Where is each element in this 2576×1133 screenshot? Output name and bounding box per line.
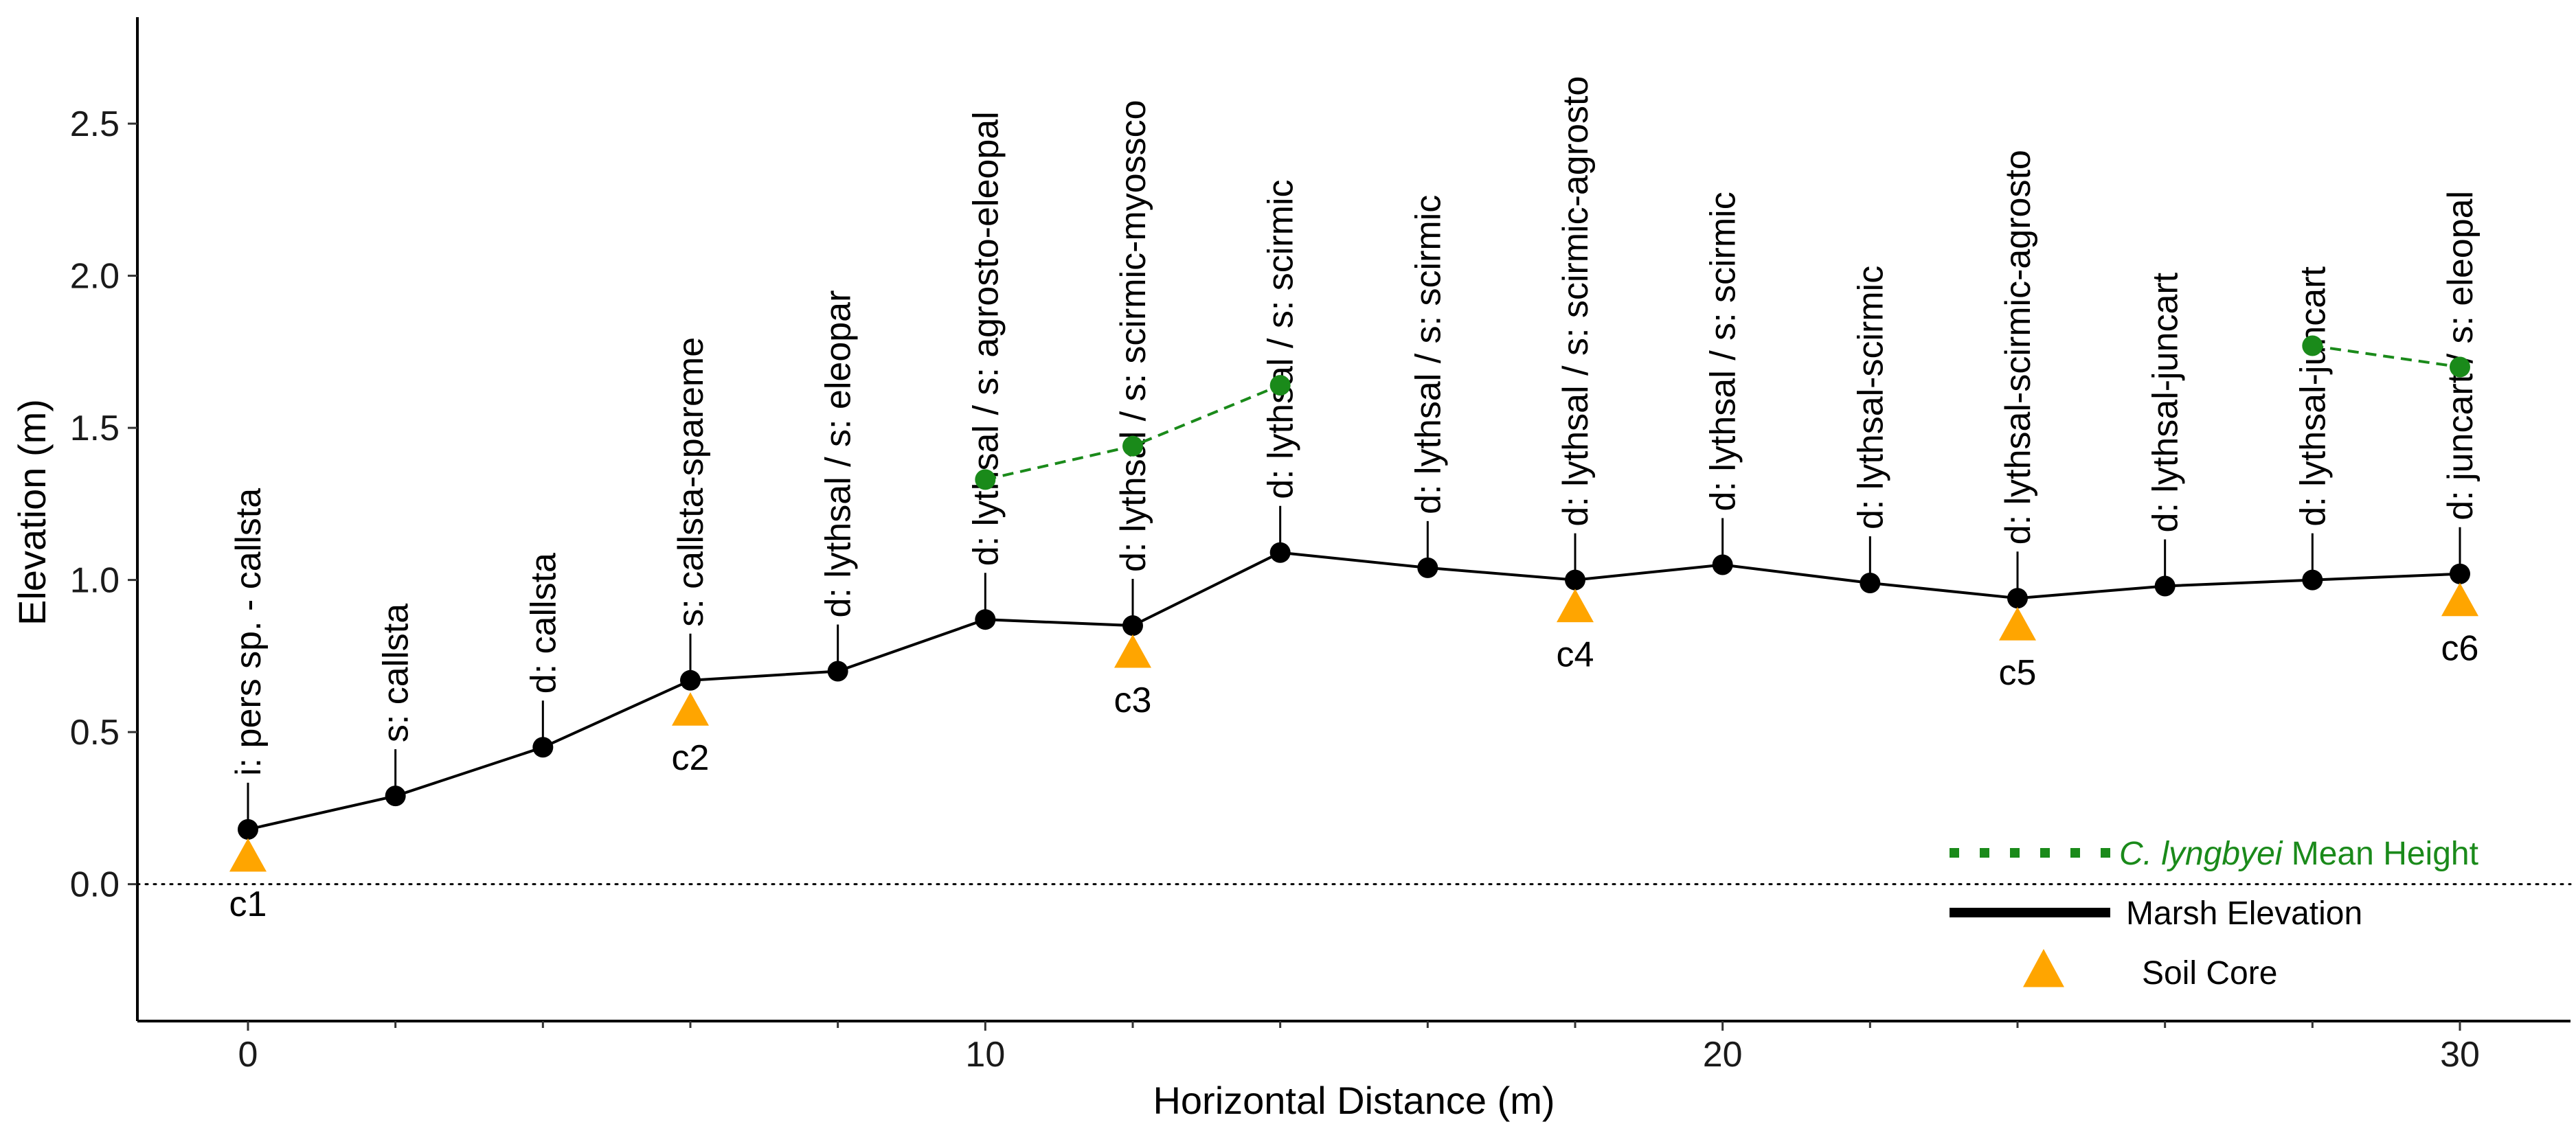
legend-label-soil-core: Soil Core	[2142, 955, 2277, 992]
vegetation-label: d: lythsal / s: scirmic-myossco	[1114, 100, 1153, 572]
soil-core-marker	[1114, 634, 1151, 668]
soil-core-marker	[1999, 607, 2036, 641]
marsh-elevation-point	[385, 786, 406, 806]
soil-core-marker	[672, 692, 709, 726]
marsh-elevation-point	[1713, 554, 1733, 575]
vegetation-label: d: lythsal / s: scirmic	[1261, 180, 1301, 499]
lyngbyei-height-point	[2302, 335, 2323, 356]
marsh-elevation-point	[532, 737, 553, 757]
lyngbyei-height-line	[2312, 345, 2460, 367]
vegetation-label: d: lythsal / s: scirmic	[1704, 192, 1743, 511]
soil-core-label: c6	[2441, 629, 2479, 669]
y-tick-label: 0.5	[70, 713, 120, 753]
vegetation-label: i: pers sp. - callsta	[229, 488, 269, 776]
vegetation-label: s: callsta-spareme	[671, 337, 711, 627]
vegetation-label: d: lythsal / s: scirmic-agrosto	[1556, 76, 1596, 527]
y-tick-label: 1.5	[70, 409, 120, 448]
soil-core-label: c3	[1114, 680, 1152, 720]
soil-core-marker	[1557, 588, 1594, 622]
legend-swatch-soil-core	[2023, 949, 2064, 987]
vegetation-label: d: lythsal-juncart	[2146, 272, 2186, 532]
soil-core-label: c1	[229, 884, 267, 924]
vegetation-label: d: callsta	[523, 553, 563, 694]
lyngbyei-height-point	[975, 469, 995, 490]
y-tick-label: 2.0	[70, 257, 120, 297]
soil-core-marker	[2441, 583, 2478, 617]
marsh-elevation-point	[2007, 588, 2028, 608]
marsh-elevation-point	[1270, 542, 1291, 563]
marsh-elevation-point	[1860, 573, 1880, 593]
vegetation-label: d: lythsal-juncart	[2293, 266, 2333, 526]
marsh-elevation-point	[2302, 570, 2323, 591]
y-axis-title: Elevation (m)	[10, 399, 54, 626]
vegetation-label: d: lythsal-scirmic	[1851, 266, 1890, 529]
marsh-elevation-point	[1417, 558, 1438, 578]
marsh-elevation-point	[2155, 575, 2176, 596]
marsh-elevation-point	[1565, 570, 1585, 591]
marsh-elevation-point	[975, 609, 995, 630]
marsh-elevation-line	[248, 553, 2460, 829]
marsh-elevation-point	[1122, 615, 1143, 636]
soil-core-label: c5	[1999, 653, 2037, 693]
y-tick-label: 0.0	[70, 865, 120, 905]
marsh-elevation-point	[680, 670, 701, 691]
x-tick-label: 0	[238, 1035, 258, 1075]
lyngbyei-height-point	[2450, 356, 2470, 377]
y-tick-label: 2.5	[70, 104, 120, 144]
soil-core-marker	[229, 838, 267, 872]
vegetation-label: s: callsta	[376, 604, 416, 742]
vegetation-label: d: lythsal-scirmic-agrosto	[1998, 150, 2038, 545]
legend-label-lyngbyei: C. lyngbyei Mean Height	[2119, 836, 2478, 872]
soil-core-label: c4	[1557, 634, 1594, 674]
lyngbyei-height-point	[1122, 436, 1143, 457]
x-tick-label: 10	[965, 1035, 1005, 1075]
vegetation-label: d: lythsal / s: agrosto-eleopal	[966, 111, 1006, 566]
x-tick-label: 30	[2440, 1035, 2480, 1075]
legend-label-marsh: Marsh Elevation	[2126, 895, 2362, 932]
soil-core-label: c2	[672, 738, 710, 778]
y-tick-label: 1.0	[70, 561, 120, 601]
marsh-elevation-point	[828, 661, 848, 682]
lyngbyei-height-point	[1270, 375, 1291, 396]
marsh-elevation-point	[2450, 564, 2470, 584]
vegetation-label: d: juncart / s: eleopal	[2441, 191, 2481, 520]
x-tick-label: 20	[1703, 1035, 1743, 1075]
vegetation-label: d: lythsal / s: eleopar	[819, 290, 859, 618]
vegetation-label: d: lythsal / s: scirmic	[1408, 195, 1448, 514]
marsh-elevation-point	[238, 819, 258, 840]
x-axis-title: Horizontal Distance (m)	[1153, 1079, 1555, 1122]
